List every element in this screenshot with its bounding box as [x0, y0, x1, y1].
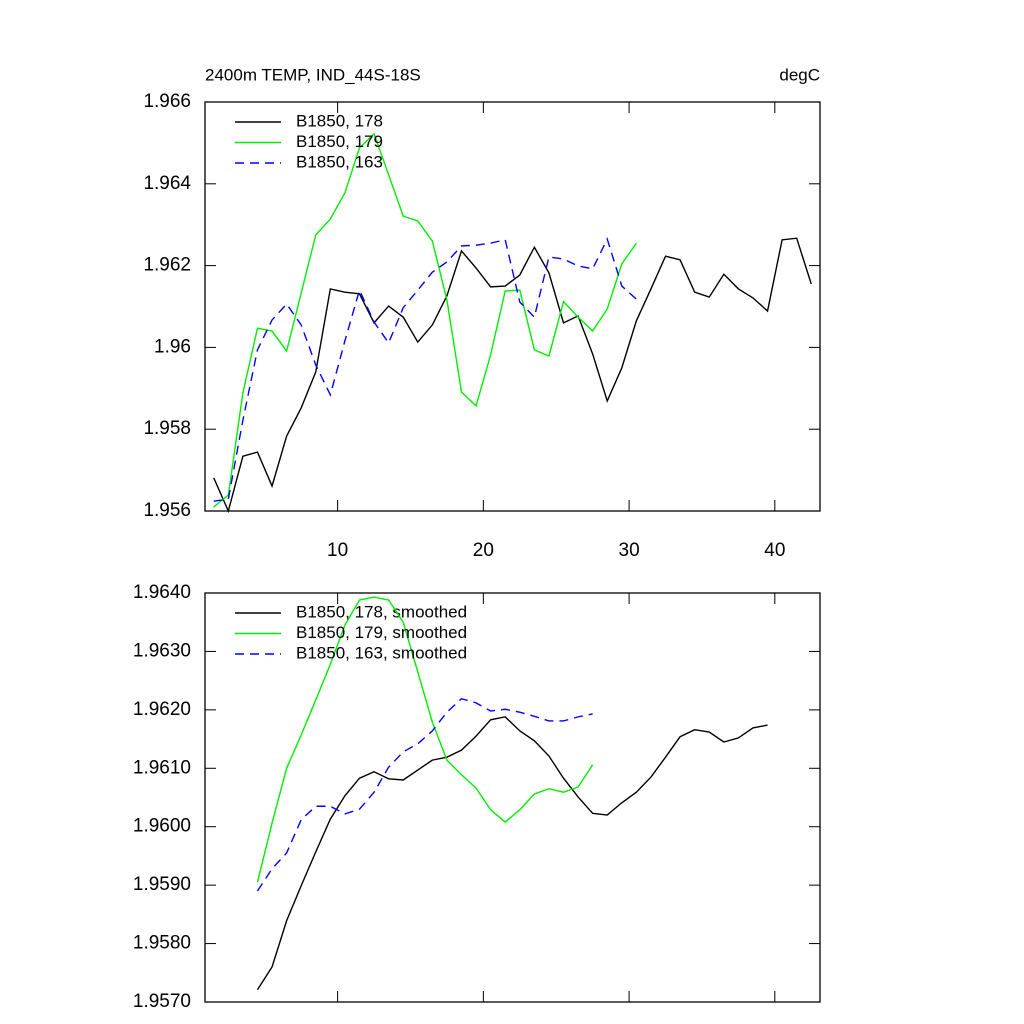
y-tick-label: 1.966: [143, 91, 191, 112]
legend-label: B1850, 163: [296, 152, 383, 171]
data-line: [213, 132, 637, 508]
data-line: [213, 237, 812, 514]
y-tick-label: 1.9570: [133, 991, 191, 1012]
x-tick-label: 20: [473, 540, 494, 561]
y-tick-label: 1.958: [143, 418, 191, 439]
y-tick-label: 1.9590: [133, 874, 191, 895]
y-tick-label: 1.9610: [133, 757, 191, 778]
y-tick-label: 1.9640: [133, 582, 191, 603]
y-tick-label: 1.964: [143, 173, 191, 194]
legend-label: B1850, 179: [296, 132, 383, 151]
y-tick-label: 1.9630: [133, 640, 191, 661]
x-tick-label: 10: [327, 540, 348, 561]
plot-frame: [204, 101, 821, 512]
legend-label: B1850, 178: [296, 111, 383, 130]
legend-label: B1850, 179, smoothed: [296, 623, 467, 642]
y-tick-label: 1.956: [143, 500, 191, 521]
legend-label: B1850, 163, smoothed: [296, 643, 467, 662]
data-line: [256, 596, 594, 883]
y-tick-label: 1.9580: [133, 933, 191, 954]
x-tick-label: 40: [764, 540, 785, 561]
chart-title: 2400m TEMP, IND_44S-18S: [205, 65, 421, 84]
units-label: degC: [779, 65, 820, 84]
y-tick-label: 1.9620: [133, 699, 191, 720]
data-line: [256, 716, 768, 991]
y-tick-label: 1.962: [143, 255, 191, 276]
data-line: [213, 237, 637, 502]
y-tick-label: 1.96: [154, 336, 191, 357]
legend-label: B1850, 178, smoothed: [296, 602, 467, 621]
plot-frame: [204, 592, 821, 1003]
y-tick-label: 1.9600: [133, 816, 191, 837]
data-line: [256, 697, 593, 892]
x-tick-label: 30: [619, 540, 640, 561]
